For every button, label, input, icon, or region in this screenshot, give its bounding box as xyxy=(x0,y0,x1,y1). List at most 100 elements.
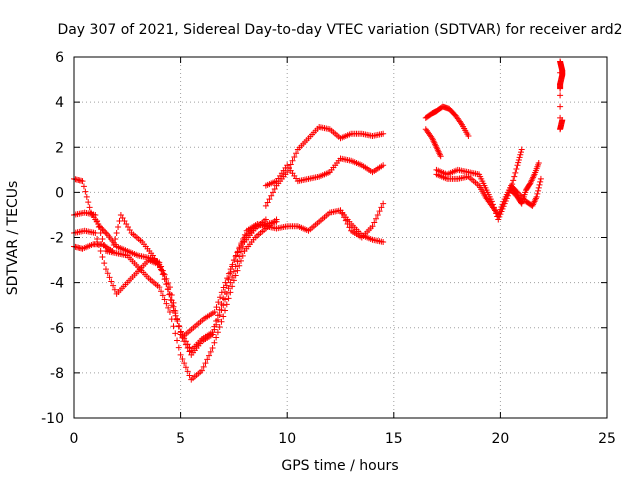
data-point xyxy=(170,323,177,330)
data-point xyxy=(378,204,385,211)
data-point xyxy=(211,323,218,330)
data-point xyxy=(500,198,507,205)
data-point xyxy=(108,278,115,285)
data-point xyxy=(238,240,245,247)
data-point xyxy=(220,295,227,302)
data-point xyxy=(158,267,165,274)
x-tick-label: 25 xyxy=(598,431,616,447)
data-point xyxy=(284,169,291,176)
data-point xyxy=(200,363,207,370)
data-point xyxy=(163,281,170,288)
data-point xyxy=(515,157,522,164)
data-point xyxy=(156,284,163,291)
data-point xyxy=(151,255,158,262)
data-point xyxy=(112,236,119,243)
data-point xyxy=(166,291,173,298)
data-point xyxy=(287,161,294,168)
x-axis-label: GPS time / hours xyxy=(281,458,398,474)
series-track-g xyxy=(262,200,387,241)
data-point xyxy=(537,175,544,182)
data-point xyxy=(92,211,99,218)
data-point xyxy=(465,132,472,139)
data-point xyxy=(557,81,564,88)
data-point xyxy=(518,199,525,206)
data-point xyxy=(209,345,216,352)
y-tick-label: 0 xyxy=(55,185,64,201)
data-point xyxy=(211,308,218,315)
data-point xyxy=(172,312,179,319)
data-point xyxy=(374,211,381,218)
data-point xyxy=(526,181,533,188)
data-point xyxy=(213,304,220,311)
data-point xyxy=(230,277,237,284)
data-point xyxy=(496,209,503,216)
data-point xyxy=(510,177,517,184)
data-point xyxy=(511,173,518,180)
data-point xyxy=(174,317,181,324)
data-point xyxy=(207,348,214,355)
data-point xyxy=(513,166,520,173)
data-point xyxy=(126,226,133,233)
data-point xyxy=(211,339,218,346)
data-point xyxy=(198,367,205,374)
data-point xyxy=(115,223,122,230)
y-tick-label: 2 xyxy=(55,140,64,156)
data-point xyxy=(222,307,229,314)
data-point xyxy=(271,185,278,192)
data-point xyxy=(214,329,221,336)
grid xyxy=(74,57,607,418)
data-point xyxy=(161,275,168,282)
data-point xyxy=(515,159,522,166)
data-point xyxy=(166,308,173,315)
data-point xyxy=(225,276,232,283)
data-point xyxy=(293,150,300,157)
data-point xyxy=(179,355,186,362)
data-point xyxy=(99,236,106,243)
data-point xyxy=(264,199,271,206)
data-point xyxy=(153,258,160,265)
data-point xyxy=(223,301,230,308)
data-point xyxy=(214,312,221,319)
data-point xyxy=(103,230,110,237)
data-point xyxy=(213,334,220,341)
data-point xyxy=(557,103,564,110)
y-axis-label: SDTVAR / TECUs xyxy=(5,181,21,296)
data-point xyxy=(498,204,505,211)
data-point xyxy=(291,154,298,161)
data-point xyxy=(536,181,543,188)
data-point xyxy=(174,337,181,344)
data-point xyxy=(94,217,101,224)
data-point xyxy=(557,69,564,76)
data-point xyxy=(169,302,176,309)
data-point xyxy=(159,271,166,278)
data-point xyxy=(163,300,170,307)
data-point xyxy=(168,316,175,323)
data-point xyxy=(495,211,502,218)
data-point xyxy=(232,272,239,279)
data-point xyxy=(380,130,387,137)
data-point xyxy=(229,273,236,280)
data-point xyxy=(380,239,387,246)
data-point xyxy=(229,261,236,268)
data-point xyxy=(125,223,132,230)
data-point xyxy=(166,290,173,297)
data-point xyxy=(160,270,167,277)
data-point xyxy=(182,364,189,371)
x-tick-labels: 0 5 10 15 20 25 xyxy=(70,431,616,447)
data-point xyxy=(121,217,128,224)
data-point xyxy=(234,258,241,265)
data-point xyxy=(220,313,227,320)
y-tick-label: -10 xyxy=(41,411,64,427)
data-point xyxy=(497,206,504,213)
x-tick-label: 5 xyxy=(176,431,185,447)
y-tick-label: -4 xyxy=(50,276,64,292)
data-point xyxy=(80,183,87,190)
data-point xyxy=(155,261,162,268)
data-point xyxy=(220,284,227,291)
axis-ticks xyxy=(73,56,608,419)
data-point xyxy=(269,189,276,196)
data-point xyxy=(106,274,113,281)
series-track-e xyxy=(262,123,387,209)
y-tick-label: -8 xyxy=(50,366,64,382)
